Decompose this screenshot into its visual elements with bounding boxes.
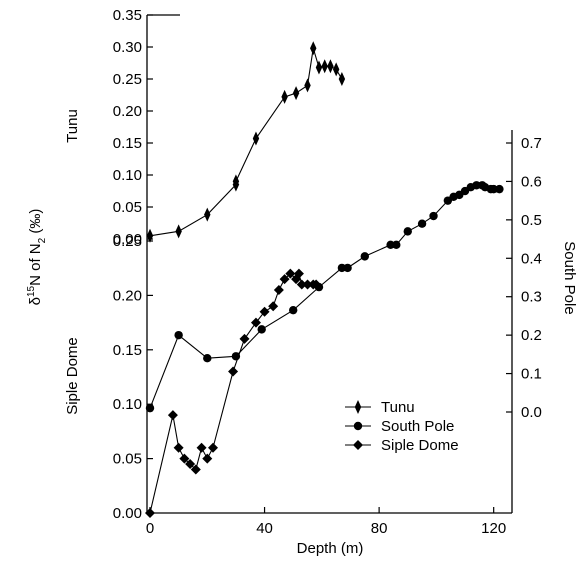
y-axis-title: δ15N of N2 (‰) xyxy=(26,209,48,306)
south-pole-point xyxy=(417,219,427,228)
tunu-point xyxy=(281,89,288,104)
siple-dome-series xyxy=(145,268,322,518)
south-pole-point xyxy=(257,325,266,334)
tunu-point xyxy=(315,60,323,75)
south-pole-point xyxy=(403,227,412,236)
siple-dome-axis-label: Siple Dome xyxy=(64,337,81,415)
legend-south-pole-label: South Pole xyxy=(381,418,454,435)
tunu-point xyxy=(232,174,240,189)
siple-tick-label: 0.10 xyxy=(113,396,142,413)
tunu-tick-label: 0.00 xyxy=(113,231,142,248)
tunu-axis-label: Tunu xyxy=(64,109,81,143)
legend-siple-dome-marker xyxy=(353,440,363,450)
x-tick-label: 0 xyxy=(146,520,154,537)
siple-dome-point xyxy=(190,464,201,475)
south-pole-point xyxy=(203,354,212,363)
south-pole-point xyxy=(495,184,504,194)
siple-dome-point xyxy=(296,279,307,290)
siple-tick-label: 0.15 xyxy=(113,342,142,359)
tunu-tick-label: 0.25 xyxy=(113,71,142,88)
y-axis-title-delta: δ xyxy=(27,297,44,305)
siple-tick-label: 0.25 xyxy=(113,233,142,250)
siple-dome-point xyxy=(179,453,190,464)
siple-tick-label: 0.20 xyxy=(113,287,142,304)
x-tick-label: 80 xyxy=(371,520,388,537)
siple-dome-point xyxy=(167,410,178,421)
south-pole-tick-label: 0.5 xyxy=(521,212,542,229)
tunu-point xyxy=(332,62,340,77)
siple-dome-point xyxy=(228,366,239,377)
tunu-tick-label: 0.15 xyxy=(113,135,142,152)
tunu-point xyxy=(292,86,300,101)
siple-dome-point xyxy=(202,453,213,464)
siple-dome-point xyxy=(145,508,155,518)
south-pole-tick-label: 0.1 xyxy=(521,366,542,383)
south-pole-point xyxy=(343,263,352,273)
siple-dome-point xyxy=(302,279,313,290)
tunu-point xyxy=(304,78,311,93)
legend-tunu-marker xyxy=(354,400,362,414)
y-axis-title-sup: 15 xyxy=(26,285,37,297)
series-layer xyxy=(145,41,504,518)
siple-dome-point xyxy=(208,442,219,453)
south-pole-tick-label: 0.0 xyxy=(521,404,542,421)
siple-dome-point xyxy=(173,442,184,453)
south-pole-axis-label: South Pole xyxy=(561,241,578,314)
south-pole-tick-label: 0.2 xyxy=(521,327,542,344)
siple-dome-point xyxy=(268,301,279,312)
tunu-tick-label: 0.10 xyxy=(113,167,142,184)
x-axis-title: Depth (m) xyxy=(297,540,364,557)
legend: Tunu South Pole Siple Dome xyxy=(345,399,459,454)
y-axis-title-sub: 2 xyxy=(37,237,48,243)
south-pole-tick-label: 0.7 xyxy=(521,135,542,152)
tunu-point xyxy=(310,41,317,56)
tunu-point xyxy=(175,224,182,239)
tunu-tick-label: 0.35 xyxy=(113,7,142,24)
tunu-point xyxy=(338,72,346,86)
south-pole-tick-label: 0.3 xyxy=(521,289,542,306)
south-pole-point xyxy=(145,403,155,413)
siple-dome-point xyxy=(185,459,196,470)
legend-tunu-label: Tunu xyxy=(381,399,415,416)
siple-tick-label: 0.00 xyxy=(113,505,142,522)
south-pole-series xyxy=(145,181,504,413)
tunu-line xyxy=(149,48,343,237)
siple-dome-point xyxy=(259,306,270,317)
south-pole-point xyxy=(174,330,183,340)
tunu-tick-label: 0.05 xyxy=(113,199,142,216)
siple-dome-point xyxy=(311,279,322,290)
tunu-point xyxy=(321,59,328,74)
south-pole-point xyxy=(429,211,438,221)
y-axis-title-mid: N of N xyxy=(27,243,44,286)
tunu-tick-label: 0.30 xyxy=(113,39,142,56)
siple-dome-point xyxy=(279,274,290,285)
tunu-point xyxy=(146,228,154,243)
south-pole-tick-label: 0.6 xyxy=(521,173,542,190)
siple-dome-point xyxy=(285,268,296,279)
south-pole-point xyxy=(289,305,298,315)
tunu-point xyxy=(204,207,211,222)
tunu-point xyxy=(252,131,260,146)
axes-layer: 0.000.050.100.150.200.250.300.350.000.05… xyxy=(113,7,542,537)
legend-siple-dome-label: Siple Dome xyxy=(381,437,459,454)
south-pole-point xyxy=(392,240,401,250)
siple-dome-point xyxy=(250,317,261,328)
y-axis-title-unit: (‰) xyxy=(27,209,44,238)
siple-dome-point xyxy=(273,284,284,295)
tunu-series xyxy=(146,41,346,243)
siple-dome-point xyxy=(196,442,207,453)
siple-dome-point xyxy=(239,333,250,344)
siple-tick-label: 0.05 xyxy=(113,451,142,468)
south-pole-line xyxy=(149,184,500,409)
south-pole-point xyxy=(360,252,369,261)
south-pole-tick-label: 0.4 xyxy=(521,250,542,267)
tunu-point xyxy=(327,59,334,74)
tunu-tick-label: 0.20 xyxy=(113,103,142,120)
x-tick-label: 120 xyxy=(481,520,506,537)
legend-south-pole-marker xyxy=(353,421,363,431)
x-tick-label: 40 xyxy=(256,520,273,537)
siple-dome-point xyxy=(293,268,304,279)
